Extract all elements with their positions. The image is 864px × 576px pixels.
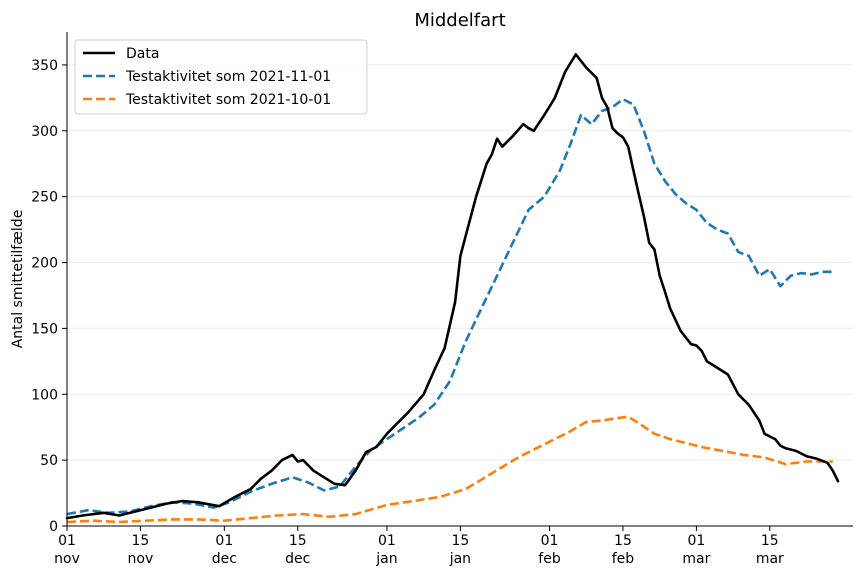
y-tick-label: 300 (31, 124, 58, 140)
x-tick-month: feb (612, 551, 635, 567)
series-line-1 (66, 97, 833, 516)
x-tick-month: dec (212, 551, 237, 567)
series-layer (65, 53, 840, 524)
x-tick-day: 01 (58, 533, 76, 549)
y-tick-label: 250 (31, 190, 58, 206)
grid-lines (67, 64, 853, 461)
x-tick-day: 01 (378, 533, 396, 549)
y-tick-label: 50 (40, 453, 58, 469)
x-tick-day: 15 (614, 533, 632, 549)
x-tick-day: 15 (761, 533, 779, 549)
x-tick-month: nov (54, 551, 80, 567)
series-line-2 (66, 415, 833, 524)
x-ticks: 01 nov 15 nov 01 dec 15 dec 01 jan 15 jan 01 feb 15 feb… (54, 526, 784, 567)
x-tick-month: nov (128, 551, 154, 567)
legend-label-1: Testaktivitet som 2021-11-01 (125, 69, 331, 85)
chart-title: Middelfart (414, 10, 505, 31)
x-tick-day: 15 (289, 533, 307, 549)
series-line-0 (65, 53, 840, 520)
x-tick-day: 01 (541, 533, 559, 549)
y-tick-label: 200 (31, 256, 58, 272)
legend-label-0: Data (126, 46, 159, 62)
legend: Data Testaktivitet som 2021-11-01 Testakti… (74, 39, 368, 115)
y-ticks: 0 50 100 150 200 250 300 350 (31, 58, 67, 535)
x-tick-day: 15 (451, 533, 469, 549)
y-tick-label: 100 (31, 387, 58, 403)
y-tick-label: 0 (49, 519, 58, 535)
x-tick-day: 15 (132, 533, 150, 549)
x-tick-month: mar (756, 551, 784, 567)
x-tick-day: 01 (215, 533, 233, 549)
x-tick-month: feb (538, 551, 561, 567)
legend-label-2: Testaktivitet som 2021-10-01 (125, 92, 331, 108)
legend-box (74, 39, 368, 115)
y-tick-label: 350 (31, 58, 58, 74)
y-axis-label: Antal smittetilfælde (10, 210, 26, 349)
x-tick-month: dec (285, 551, 310, 567)
x-tick-month: jan (375, 551, 397, 567)
x-tick-month: mar (682, 551, 710, 567)
x-tick-month: jan (449, 551, 471, 567)
y-tick-label: 150 (31, 321, 58, 337)
x-tick-day: 01 (687, 533, 705, 549)
